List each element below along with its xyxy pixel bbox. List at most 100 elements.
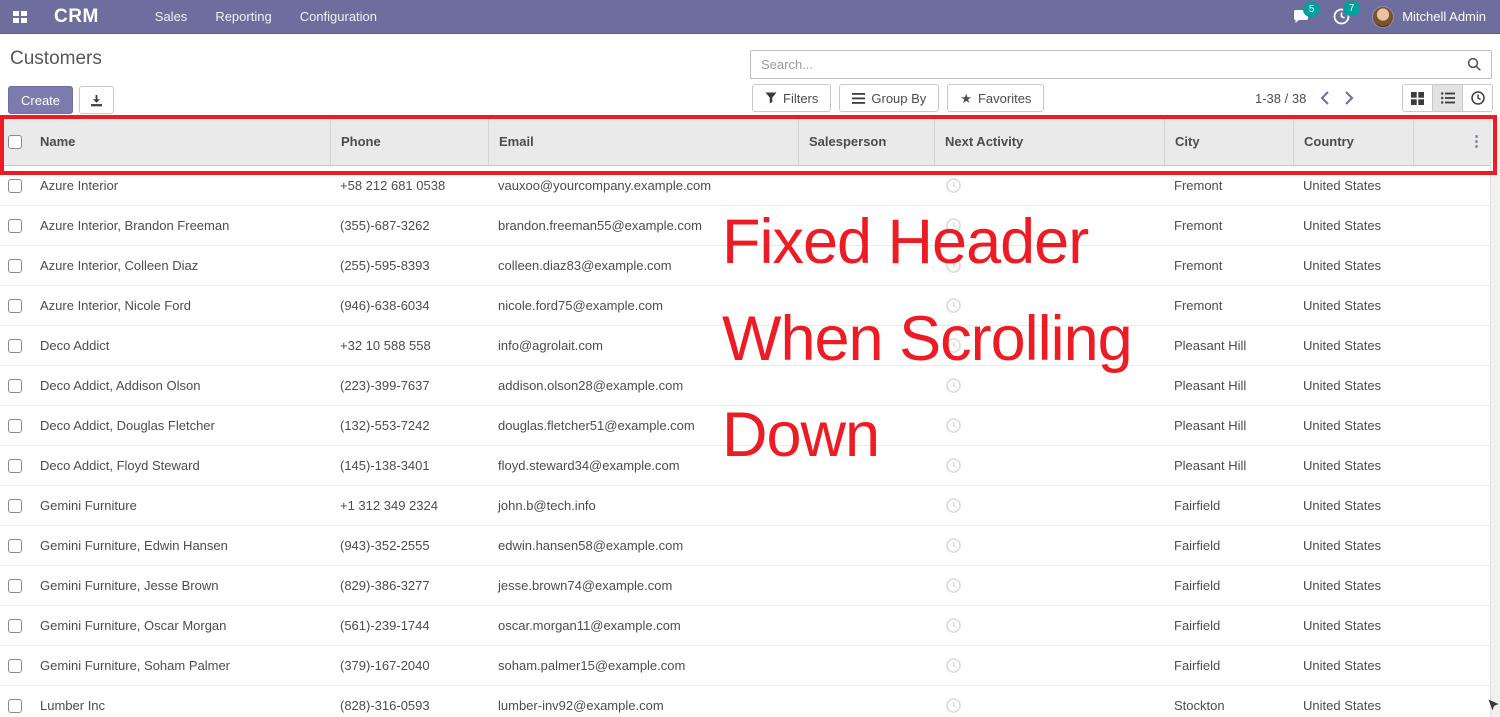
pager-previous-button[interactable] — [1320, 91, 1330, 105]
cell-email: john.b@tech.info — [498, 498, 596, 513]
row-checkbox[interactable] — [8, 538, 22, 553]
table-row[interactable]: Gemini Furniture +1 312 349 2324 john.b@… — [0, 486, 1490, 526]
next-activity-clock-icon[interactable] — [946, 298, 961, 313]
next-activity-clock-icon[interactable] — [946, 418, 961, 433]
messages-button[interactable]: 5 — [1293, 1, 1321, 25]
cell-phone: (828)-316-0593 — [340, 698, 430, 713]
user-menu[interactable]: Mitchell Admin — [1372, 5, 1486, 28]
activity-view-button[interactable] — [1462, 84, 1493, 112]
cell-phone: +58 212 681 0538 — [340, 178, 446, 193]
filters-button[interactable]: Filters — [752, 84, 832, 112]
app-name[interactable]: CRM — [54, 5, 99, 27]
menu-reporting[interactable]: Reporting — [215, 9, 272, 24]
cell-phone: (255)-595-8393 — [340, 258, 430, 273]
cell-name: Azure Interior — [40, 178, 119, 193]
row-checkbox[interactable] — [8, 698, 22, 713]
row-checkbox[interactable] — [8, 378, 22, 393]
column-header-email[interactable]: Email — [488, 118, 798, 165]
table-row[interactable]: Gemini Furniture, Edwin Hansen (943)-352… — [0, 526, 1490, 566]
row-checkbox[interactable] — [8, 178, 22, 193]
cell-email: vauxoo@yourcompany.example.com — [498, 178, 712, 193]
next-activity-clock-icon[interactable] — [946, 538, 961, 553]
group-by-button[interactable]: Group By — [839, 84, 940, 112]
search-input[interactable] — [751, 57, 1458, 72]
favorites-button[interactable]: ★ Favorites — [947, 84, 1045, 112]
list-view-button[interactable] — [1432, 84, 1463, 112]
column-header-next-activity[interactable]: Next Activity — [934, 118, 1164, 165]
cell-next-activity — [934, 618, 1164, 633]
cell-phone: (145)-138-3401 — [340, 458, 430, 473]
next-activity-clock-icon[interactable] — [946, 338, 961, 353]
menu-configuration[interactable]: Configuration — [299, 9, 378, 24]
cell-name: Azure Interior, Colleen Diaz — [40, 258, 199, 273]
create-button[interactable]: Create — [8, 86, 74, 114]
activities-button[interactable]: 7 — [1333, 1, 1361, 25]
table-row[interactable]: Azure Interior, Nicole Ford (946)-638-60… — [0, 286, 1490, 326]
table-row[interactable]: Deco Addict, Addison Olson (223)-399-763… — [0, 366, 1490, 406]
table-row[interactable]: Gemini Furniture, Oscar Morgan (561)-239… — [0, 606, 1490, 646]
menu-sales[interactable]: Sales — [154, 9, 188, 24]
next-activity-clock-icon[interactable] — [946, 618, 961, 633]
row-checkbox[interactable] — [8, 578, 22, 593]
cell-next-activity — [934, 578, 1164, 593]
export-button[interactable] — [79, 86, 115, 114]
next-activity-clock-icon[interactable] — [946, 498, 961, 513]
row-checkbox[interactable] — [8, 418, 22, 433]
cell-country: United States — [1303, 338, 1382, 353]
table-header-row: Name Phone Email Salesperson Next Activi… — [0, 118, 1490, 166]
cell-phone: (946)-638-6034 — [340, 298, 430, 313]
next-activity-clock-icon[interactable] — [946, 578, 961, 593]
next-activity-clock-icon[interactable] — [946, 658, 961, 673]
cell-country: United States — [1303, 498, 1382, 513]
cell-email: douglas.fletcher51@example.com — [498, 418, 695, 433]
optional-columns-icon[interactable]: ⋮ — [1469, 133, 1484, 150]
table-row[interactable]: Deco Addict, Floyd Steward (145)-138-340… — [0, 446, 1490, 486]
vertical-scrollbar[interactable] — [1490, 118, 1500, 717]
next-activity-clock-icon[interactable] — [946, 458, 961, 473]
kanban-view-button[interactable] — [1402, 84, 1433, 112]
cell-phone: (943)-352-2555 — [340, 538, 430, 553]
table-row[interactable]: Gemini Furniture, Soham Palmer (379)-167… — [0, 646, 1490, 686]
table-row[interactable]: Lumber Inc (828)-316-0593 lumber-inv92@e… — [0, 686, 1490, 717]
row-checkbox[interactable] — [8, 618, 22, 633]
cell-city: Pleasant Hill — [1174, 418, 1247, 433]
next-activity-clock-icon[interactable] — [946, 178, 961, 193]
apps-menu-button[interactable] — [0, 0, 40, 34]
cell-city: Fremont — [1174, 218, 1223, 233]
table-row[interactable]: Azure Interior +58 212 681 0538 vauxoo@y… — [0, 166, 1490, 206]
row-checkbox[interactable] — [8, 258, 22, 273]
row-checkbox[interactable] — [8, 218, 22, 233]
cell-name: Gemini Furniture, Edwin Hansen — [40, 538, 228, 553]
table-row[interactable]: Deco Addict, Douglas Fletcher (132)-553-… — [0, 406, 1490, 446]
messages-badge: 5 — [1303, 1, 1321, 17]
table-row[interactable]: Deco Addict +32 10 588 558 info@agrolait… — [0, 326, 1490, 366]
next-activity-clock-icon[interactable] — [946, 258, 961, 273]
column-header-country[interactable]: Country — [1293, 118, 1413, 165]
next-activity-clock-icon[interactable] — [946, 378, 961, 393]
row-checkbox[interactable] — [8, 298, 22, 313]
select-all-checkbox[interactable] — [8, 134, 22, 149]
row-checkbox[interactable] — [8, 658, 22, 673]
cell-next-activity — [934, 538, 1164, 553]
column-header-phone[interactable]: Phone — [330, 118, 488, 165]
cell-next-activity — [934, 298, 1164, 313]
column-header-city[interactable]: City — [1164, 118, 1293, 165]
table-row[interactable]: Azure Interior, Brandon Freeman (355)-68… — [0, 206, 1490, 246]
row-checkbox[interactable] — [8, 498, 22, 513]
column-header-name[interactable]: Name — [40, 134, 76, 149]
next-activity-clock-icon[interactable] — [946, 218, 961, 233]
next-activity-clock-icon[interactable] — [946, 698, 961, 713]
cell-email: jesse.brown74@example.com — [498, 578, 673, 593]
search-icon[interactable] — [1458, 57, 1491, 72]
pager-next-button[interactable] — [1344, 91, 1354, 105]
cell-country: United States — [1303, 618, 1382, 633]
row-checkbox[interactable] — [8, 458, 22, 473]
column-header-salesperson[interactable]: Salesperson — [798, 118, 934, 165]
row-checkbox[interactable] — [8, 338, 22, 353]
pager: 1-38 / 38 — [1255, 84, 1354, 112]
cell-phone: (223)-399-7637 — [340, 378, 430, 393]
download-icon — [91, 94, 103, 106]
table-row[interactable]: Azure Interior, Colleen Diaz (255)-595-8… — [0, 246, 1490, 286]
table-row[interactable]: Gemini Furniture, Jesse Brown (829)-386-… — [0, 566, 1490, 606]
cell-country: United States — [1303, 378, 1382, 393]
